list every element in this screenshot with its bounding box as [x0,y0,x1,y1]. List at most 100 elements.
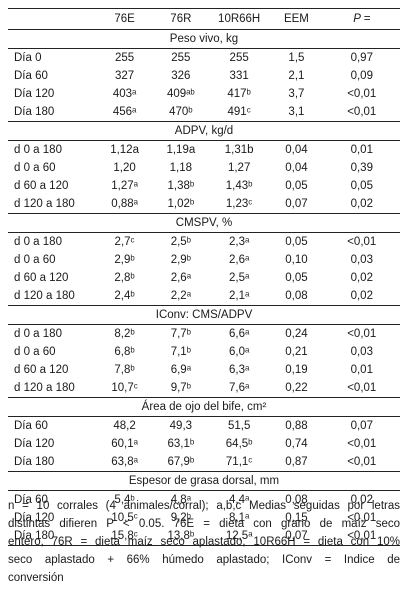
row-label: d 0 a 180 [14,236,62,248]
row-label: d 120 a 180 [14,382,75,394]
value-eem: 3,1 [288,106,305,118]
value-76e: 1,20 [113,162,136,174]
value-eem: 0,19 [285,364,308,376]
value-76e: 2,8ᵇ [114,272,135,284]
row-label: Día 180 [14,106,55,118]
table-row: Día 180 15,8ᶜ 13,8ᵇ 12,5ᵃ 0,07 <0,01 [8,527,400,546]
value-p: <0,01 [347,512,377,524]
header-cell-label [8,9,96,30]
value-eem: 0,05 [285,236,308,248]
value-76e: 60,1ᵃ [111,438,138,450]
row-label: Día 0 [14,52,42,64]
table-row: Día 120 403ᵃ 409ᵃᵇ 417ᵇ 3,7 <0,01 [8,85,400,103]
value-10r66h: 6,3ᵃ [229,364,250,376]
table-row: d 0 a 180 1,12a 1,19a 1,31b 0,04 0,01 [8,141,400,160]
value-p: 0,03 [350,346,373,358]
value-p: 0,02 [350,494,373,506]
value-76r: 2,9ᵇ [170,254,192,266]
header-cell-eem: EEM [283,13,309,25]
value-76r: 4,8ᵃ [170,494,191,506]
value-10r66h: 12,5ᵃ [209,527,270,546]
section-header-row: Peso vivo, kg [8,29,400,49]
footnote-line: entero, 76R = dieta maíz seco aplastado,… [8,536,400,548]
value-76r: 13,8ᵇ [152,527,209,546]
value-p: <0,01 [323,527,400,546]
value-76r: 7,7ᵇ [170,328,192,340]
value-76e: 48,2 [113,420,136,432]
value-eem: 0,04 [285,162,308,174]
value-10r66h: 331 [229,70,249,82]
value-76e: 2,7ᶜ [114,236,135,248]
value-76e: 2,9ᵇ [114,254,135,266]
table-row: d 120 a 180 2,4ᵇ 2,2ᵃ 2,1ᵃ 0,08 0,02 [8,287,400,306]
section-header-row: ADPV, kg/d [8,121,400,141]
value-10r66h: 491ᶜ [227,106,251,118]
value-eem: 0,05 [285,180,308,192]
value-p: 0,02 [350,290,373,302]
header-cell-76e: 76E [114,13,135,25]
section-title: Área de ojo del bife, cm² [8,397,400,417]
section-title: Espesor de grasa dorsal, mm [8,471,400,491]
value-10r66h: 71,1ᶜ [225,456,253,468]
value-eem: 0,08 [285,290,308,302]
section-header-row: Espesor de grasa dorsal, mm [8,471,400,491]
value-10r66h: 2,3ᵃ [229,236,250,248]
value-p: 0,97 [350,52,373,64]
value-76e: 255 [114,52,135,64]
value-p: <0,01 [347,106,377,118]
value-eem: 1,5 [288,52,305,64]
value-eem: 0,04 [285,144,308,156]
row-label: d 60 a 120 [14,364,69,376]
section-title: ADPV, kg/d [8,121,400,141]
value-eem: 0,05 [285,272,308,284]
table-body: Peso vivo, kg Día 0 255 255 255 1,5 0,97 Día 60… [8,29,400,546]
value-p: <0,01 [347,88,377,100]
value-p: 0,09 [350,70,373,82]
value-76e: 1,27ᵃ [111,180,138,192]
table-row: Día 60 48,2 49,3 51,5 0,88 0,07 [8,417,400,436]
value-10r66h: 1,31b [224,144,254,156]
value-76r: 2,2ᵃ [170,290,191,302]
value-76e: 5,4ᵇ [114,494,135,506]
value-10r66h: 4,4ᵃ [229,494,250,506]
footnote-line: n = 10 corrales (4 animales/corral); a,b… [8,500,400,512]
header-cell-76r: 76R [170,13,192,25]
section-header-row: CMSPV, % [8,213,400,233]
section-title: Peso vivo, kg [8,29,400,49]
value-eem: 0,07 [269,527,324,546]
value-76e: 456ᵃ [112,106,137,118]
value-p: <0,01 [347,236,377,248]
value-76r: 49,3 [169,420,193,432]
value-76r: 1,02ᵇ [167,198,195,210]
value-eem: 0,22 [285,382,308,394]
value-eem: 3,7 [288,88,305,100]
value-76r: 6,9ᵃ [170,364,191,376]
row-label: Día 180 [8,527,97,546]
value-eem: 0,74 [285,438,308,450]
value-76e: 1,12a [110,144,139,156]
value-10r66h: 2,1ᵃ [229,290,250,302]
value-76e: 7,8ᵇ [114,364,135,376]
value-76r: 255 [171,52,191,64]
row-label: d 120 a 180 [14,290,75,302]
table-row: Día 0 255 255 255 1,5 0,97 [8,49,400,68]
header-cell-10r66h: 10R66H [218,13,261,25]
table-row: d 60 a 120 7,8ᵇ 6,9ᵃ 6,3ᵃ 0,19 0,01 [8,361,400,379]
header-cell-p: P = [353,13,371,25]
value-76e: 0,88ᵃ [111,198,138,210]
section-title: CMSPV, % [8,213,400,233]
value-76r: 1,18 [169,162,193,174]
value-76e: 327 [114,70,135,82]
value-eem: 0,07 [285,198,308,210]
row-label: d 0 a 60 [14,162,56,174]
value-76e: 63,8ᵃ [111,456,138,468]
row-label: Día 180 [14,456,55,468]
value-p: <0,01 [347,456,377,468]
value-10r66h: 2,6ᵃ [229,254,250,266]
value-76r: 2,6ᵃ [170,272,191,284]
value-76e: 10,5ᶜ [111,512,138,524]
value-10r66h: 2,5ᵃ [229,272,250,284]
value-eem: 0,87 [285,456,308,468]
value-76r: 1,19a [166,144,196,156]
